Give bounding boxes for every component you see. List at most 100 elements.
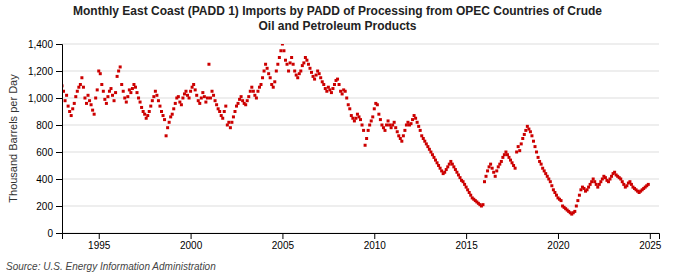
- point: [405, 124, 408, 127]
- point: [414, 117, 417, 120]
- point: [119, 65, 122, 68]
- point: [145, 117, 148, 120]
- tick: 800: [36, 120, 62, 131]
- tick-label: 0: [47, 228, 53, 239]
- point: [105, 102, 108, 105]
- tick-mark: [56, 179, 62, 180]
- tick: 1995: [88, 233, 111, 251]
- point: [353, 119, 356, 122]
- point: [553, 191, 556, 194]
- tick-label: 1,000: [28, 93, 53, 104]
- point: [99, 72, 102, 75]
- point: [351, 117, 354, 120]
- point: [630, 183, 633, 186]
- point: [514, 167, 517, 170]
- point: [223, 110, 226, 113]
- tick-label: 1995: [88, 240, 111, 251]
- point: [178, 101, 181, 104]
- point: [246, 99, 249, 102]
- point: [488, 165, 491, 168]
- point: [126, 95, 129, 98]
- point: [226, 124, 229, 127]
- point: [596, 186, 599, 189]
- point: [601, 178, 604, 181]
- point: [259, 83, 262, 86]
- axis-line: [63, 234, 660, 240]
- point: [361, 124, 364, 127]
- point: [301, 64, 304, 67]
- point: [151, 99, 154, 102]
- point: [203, 95, 206, 98]
- source: Source: U.S. Energy Information Administ…: [6, 261, 216, 272]
- point: [308, 67, 311, 70]
- point: [604, 176, 607, 179]
- point: [543, 169, 546, 172]
- point: [520, 142, 523, 145]
- grid: [62, 44, 659, 233]
- point: [607, 180, 610, 183]
- point: [426, 145, 429, 148]
- point: [313, 78, 316, 81]
- point: [489, 163, 492, 166]
- point: [174, 102, 177, 105]
- title: Monthly East Coast (PADD 1) Imports by P…: [73, 4, 602, 33]
- grid-line: [62, 71, 659, 72]
- point: [106, 95, 109, 98]
- point: [394, 126, 397, 129]
- point: [586, 188, 589, 191]
- tick-label: 2025: [639, 240, 662, 251]
- point: [440, 169, 443, 172]
- point: [498, 163, 501, 166]
- point: [134, 86, 137, 89]
- point: [154, 90, 157, 93]
- point: [579, 188, 582, 191]
- point: [511, 161, 514, 164]
- point: [523, 133, 526, 136]
- point: [371, 115, 374, 118]
- point: [117, 70, 120, 73]
- point: [390, 126, 393, 129]
- point: [181, 97, 184, 100]
- point: [218, 110, 221, 113]
- point: [249, 90, 252, 93]
- point: [122, 90, 125, 93]
- point: [131, 87, 134, 90]
- point: [526, 125, 529, 128]
- point: [198, 102, 201, 105]
- point: [339, 90, 342, 93]
- point: [169, 115, 172, 118]
- point: [168, 121, 171, 124]
- point: [152, 95, 155, 98]
- point: [281, 44, 284, 46]
- point: [192, 83, 195, 86]
- tick-label: 2015: [455, 240, 478, 251]
- point: [321, 80, 324, 83]
- point: [160, 110, 163, 113]
- point: [538, 160, 541, 163]
- point: [163, 118, 166, 121]
- point: [96, 88, 99, 91]
- point: [546, 175, 549, 178]
- point: [79, 83, 82, 86]
- point: [501, 156, 504, 159]
- point: [132, 83, 135, 86]
- point: [258, 86, 261, 89]
- point: [270, 83, 273, 86]
- point: [65, 94, 68, 97]
- point: [590, 180, 593, 183]
- point: [128, 88, 131, 91]
- point: [77, 86, 80, 89]
- point: [171, 113, 174, 116]
- point: [253, 94, 256, 97]
- tick-mark: [56, 152, 62, 153]
- point: [286, 63, 289, 66]
- point: [350, 114, 353, 117]
- point: [180, 103, 183, 106]
- point: [319, 76, 322, 79]
- point: [613, 171, 616, 174]
- tick: 400: [36, 174, 62, 185]
- grid-line: [62, 206, 659, 207]
- point: [158, 105, 161, 108]
- point: [451, 163, 454, 166]
- point: [416, 121, 419, 124]
